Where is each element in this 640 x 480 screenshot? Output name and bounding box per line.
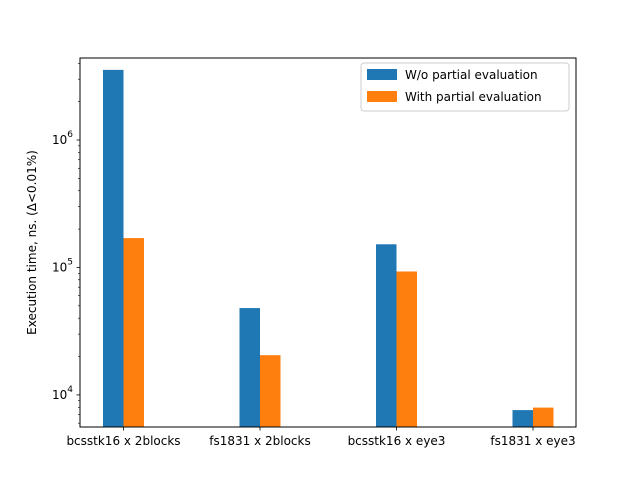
legend-label-without: W/o partial evaluation xyxy=(405,68,538,82)
legend-label-with: With partial evaluation xyxy=(405,90,542,104)
legend-swatch-without xyxy=(367,69,397,80)
x-tick-label-0: bcsstk16 x 2blocks xyxy=(66,434,180,448)
legend-frame xyxy=(360,62,570,112)
y-axis: 104 105 106 xyxy=(52,62,80,424)
legend: W/o partial evaluation With partial eval… xyxy=(360,62,570,112)
legend-swatch-with xyxy=(367,91,397,102)
bar-without-3 xyxy=(512,410,533,427)
plot-frame xyxy=(79,57,577,428)
x-tick-label-2: bcsstk16 x eye3 xyxy=(348,434,446,448)
bar-with-0 xyxy=(123,238,144,427)
x-axis: bcsstk16 x 2blocks fs1831 x 2blocks bcsstk… xyxy=(66,427,576,448)
bar-with-1 xyxy=(260,355,281,427)
x-tick-label-3: fs1831 x eye3 xyxy=(490,434,575,448)
y-tick-label-2: 106 xyxy=(52,130,73,147)
bar-with-3 xyxy=(533,407,554,427)
bar-without-2 xyxy=(376,244,397,427)
bar-with-2 xyxy=(396,271,417,427)
bar-without-0 xyxy=(103,69,124,427)
bar-without-1 xyxy=(239,308,260,427)
x-tick-label-1: fs1831 x 2blocks xyxy=(209,434,310,448)
y-tick-label-1: 105 xyxy=(52,257,73,274)
y-axis-label: Execution time, ns. (Δ<0.01%) xyxy=(25,150,39,335)
bars-group xyxy=(103,69,554,427)
y-tick-label-0: 104 xyxy=(52,385,73,402)
